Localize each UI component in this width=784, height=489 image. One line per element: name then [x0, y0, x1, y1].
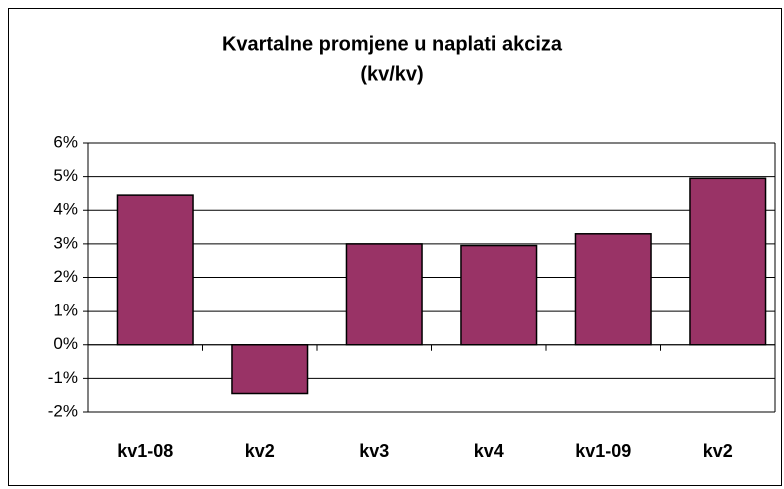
- bar: [689, 177, 767, 346]
- x-tick-label: kv1-09: [575, 441, 631, 461]
- y-tick-label: 0%: [53, 334, 78, 353]
- bar: [460, 244, 538, 346]
- bar: [231, 344, 309, 395]
- chart-title: Kvartalne promjene u naplati akciza: [222, 33, 563, 55]
- bar: [116, 194, 194, 346]
- bar: [345, 243, 423, 346]
- y-tick-label: 2%: [53, 267, 78, 286]
- y-tick-label: -1%: [48, 368, 78, 387]
- y-tick-label: 6%: [53, 132, 78, 151]
- bar: [574, 233, 652, 346]
- chart-subtitle: (kv/kv): [360, 63, 423, 85]
- x-tick-label: kv2: [245, 441, 275, 461]
- y-tick-label: 4%: [53, 200, 78, 219]
- y-tick-label: -2%: [48, 401, 78, 420]
- y-tick-label: 5%: [53, 166, 78, 185]
- x-tick-label: kv4: [474, 441, 504, 461]
- y-tick-label: 3%: [53, 233, 78, 252]
- x-tick-label: kv3: [359, 441, 389, 461]
- x-tick-label: kv2: [703, 441, 733, 461]
- y-tick-label: 1%: [53, 301, 78, 320]
- x-tick-label: kv1-08: [117, 441, 173, 461]
